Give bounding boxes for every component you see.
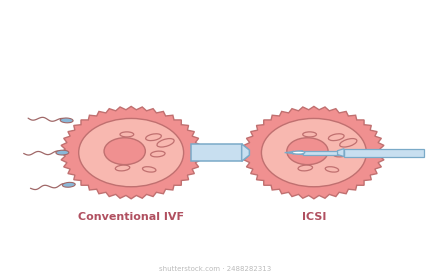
Text: shutterstock.com · 2488282313: shutterstock.com · 2488282313 <box>159 266 271 272</box>
Circle shape <box>287 138 328 165</box>
Ellipse shape <box>60 118 73 123</box>
Circle shape <box>104 138 145 165</box>
Ellipse shape <box>150 151 165 157</box>
Ellipse shape <box>120 132 134 137</box>
Ellipse shape <box>333 151 348 157</box>
Ellipse shape <box>292 151 305 154</box>
FancyBboxPatch shape <box>191 144 242 161</box>
Text: Intracytoplasmic sperm injection (ICSI) and in vitro fertilization: Intracytoplasmic sperm injection (ICSI) … <box>44 15 386 25</box>
Polygon shape <box>243 106 385 199</box>
Ellipse shape <box>142 167 156 172</box>
FancyBboxPatch shape <box>303 151 344 155</box>
Polygon shape <box>338 149 344 157</box>
Ellipse shape <box>115 165 130 171</box>
Ellipse shape <box>340 139 357 147</box>
FancyBboxPatch shape <box>344 149 424 157</box>
Ellipse shape <box>146 134 161 141</box>
Ellipse shape <box>56 150 69 155</box>
Ellipse shape <box>303 132 316 137</box>
Circle shape <box>261 118 366 187</box>
Ellipse shape <box>329 134 344 141</box>
Polygon shape <box>242 144 249 161</box>
Ellipse shape <box>325 167 339 172</box>
Ellipse shape <box>157 139 174 147</box>
Polygon shape <box>60 106 202 199</box>
Text: ICSI: ICSI <box>302 212 326 222</box>
Circle shape <box>79 118 184 187</box>
Ellipse shape <box>298 165 313 171</box>
Polygon shape <box>285 151 303 155</box>
Text: Conventional IVF: Conventional IVF <box>78 212 184 222</box>
FancyArrowPatch shape <box>290 151 293 154</box>
Ellipse shape <box>62 182 75 187</box>
